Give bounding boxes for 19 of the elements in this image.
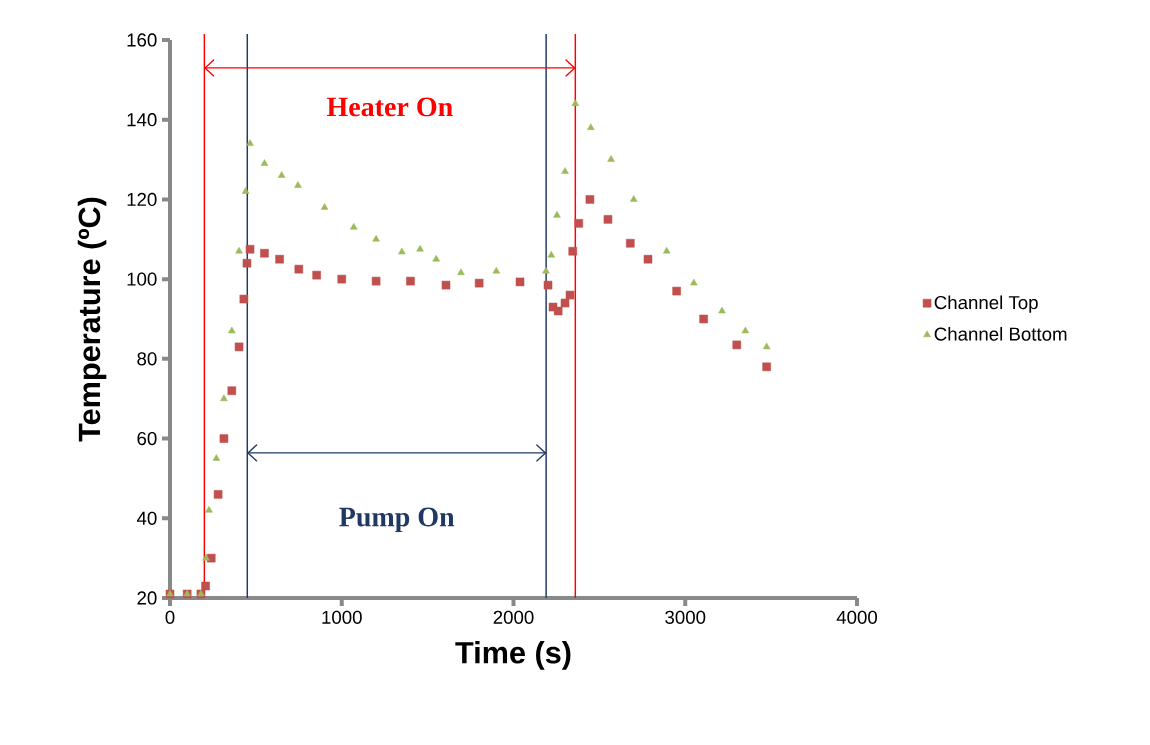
legend-label: Channel Top	[934, 295, 1038, 313]
y-tick-label: 80	[137, 352, 157, 366]
x-axis-title: Time (s)	[455, 641, 571, 670]
y-tick-label: 40	[136, 511, 157, 525]
x-tick-label: 1000	[322, 610, 362, 624]
y-tick-label: 100	[127, 272, 157, 286]
x-tick-label: 3000	[665, 610, 706, 624]
x-tick-label: 4000	[836, 610, 878, 624]
y-tick-label: 20	[137, 591, 157, 605]
x-tick-label: 0	[165, 610, 175, 624]
y-tick-label: 160	[127, 33, 157, 47]
legend-label: Channel Bottom	[934, 326, 1067, 341]
x-tick-label: 2000	[493, 610, 534, 624]
annotation: Pump On	[339, 507, 455, 533]
y-tick-label: 120	[127, 192, 157, 207]
y-tick-label: 140	[127, 113, 157, 127]
y-tick-label: 60	[137, 431, 157, 446]
y-axis-title: Temperature (ºC)	[77, 197, 107, 442]
annotation: Heater On	[326, 97, 453, 117]
